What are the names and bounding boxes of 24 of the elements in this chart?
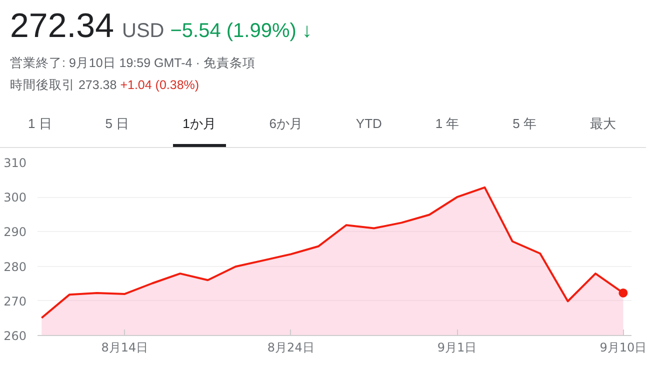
y-tick-label: 270 xyxy=(4,294,26,308)
text: −5.54 (1.99%) ↓ xyxy=(170,20,312,42)
x-tick-label: 8月14日 xyxy=(101,340,148,354)
y-tick-label: 300 xyxy=(4,190,26,205)
y-tick-label: 290 xyxy=(4,225,26,240)
text: 最大 xyxy=(588,115,617,134)
text: 1 日 xyxy=(27,115,53,134)
text: 5 日 xyxy=(104,115,130,134)
y-tick-label: 310 xyxy=(4,156,26,170)
y-tick-label: 280 xyxy=(4,260,26,274)
x-tick-label: 9月1日 xyxy=(437,340,477,354)
text: 1 年 xyxy=(434,115,460,134)
text: YTD xyxy=(354,115,383,134)
chart-title: 272.34 xyxy=(10,7,114,45)
text: 営業終了: 9月10日 19:59 GMT-4 · 免責条項 xyxy=(10,54,256,72)
text: 5 年 xyxy=(512,115,538,134)
x-tick-label: 9月10日 xyxy=(600,340,647,354)
text: USD xyxy=(122,20,164,42)
text: 時間後取引 273.38 xyxy=(10,78,117,92)
x-tick-label: 8月24日 xyxy=(267,340,314,354)
text: +1.04 (0.38%) xyxy=(120,78,200,92)
text: 6か月 xyxy=(268,115,304,134)
text: 1か月 xyxy=(172,115,226,147)
y-tick-label: 260 xyxy=(4,329,26,343)
